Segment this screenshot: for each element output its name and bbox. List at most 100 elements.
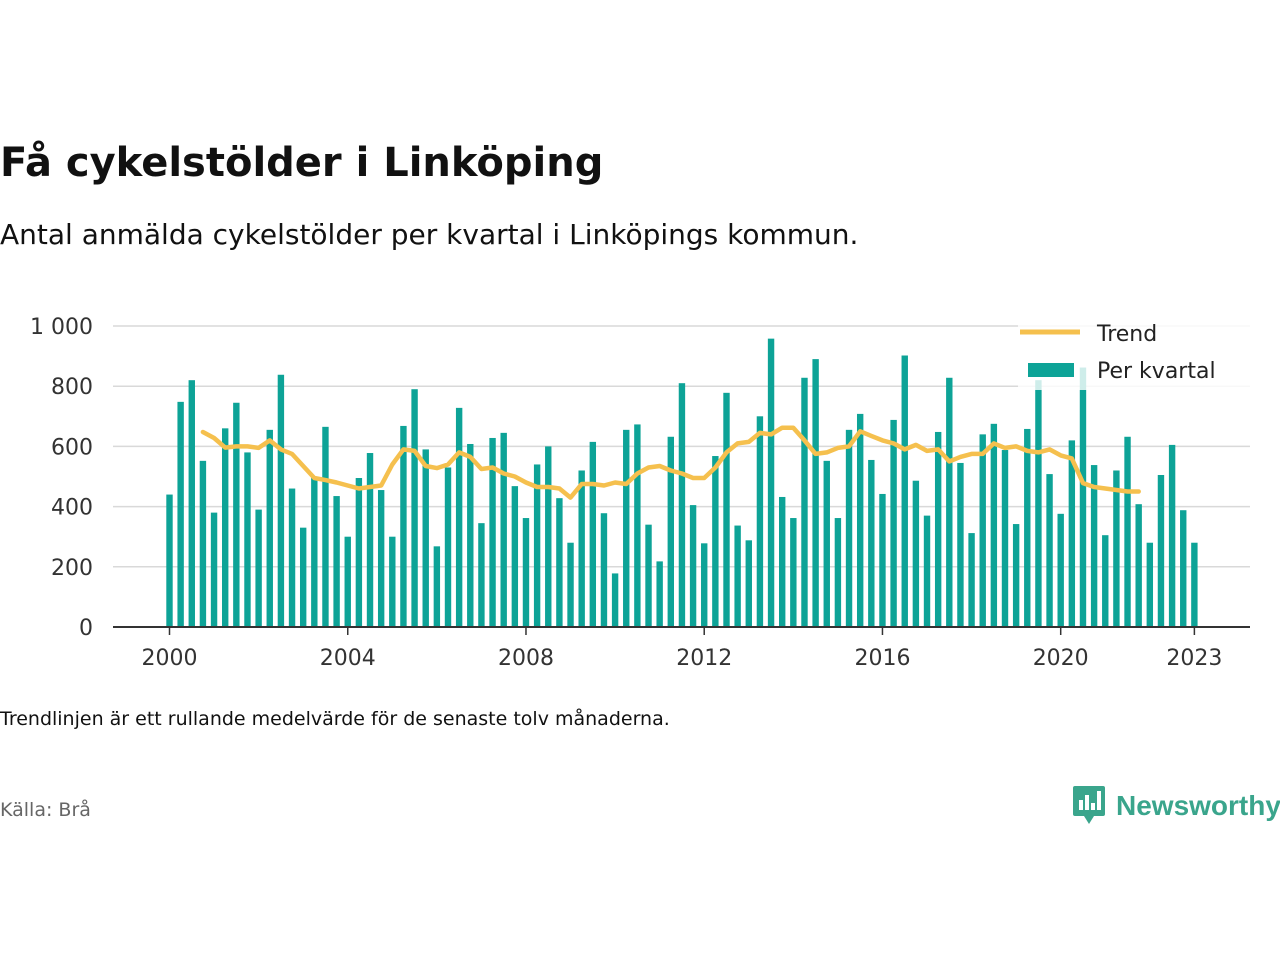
bar[interactable] [1001,450,1009,627]
bar[interactable] [946,377,953,627]
bar[interactable] [433,546,441,627]
bar[interactable] [845,429,853,627]
bar[interactable] [856,413,864,627]
bar[interactable] [823,460,830,627]
bar[interactable] [979,434,986,627]
bar[interactable] [1113,470,1120,627]
bar[interactable] [1035,380,1042,627]
bar[interactable] [511,486,519,627]
bar[interactable] [634,424,641,627]
bar[interactable] [1168,444,1176,627]
bar[interactable] [444,467,452,627]
bar[interactable] [879,493,886,627]
bar[interactable] [422,449,429,627]
bar[interactable] [712,456,719,627]
bar[interactable] [901,355,908,627]
y-tick-label: 800 [51,375,93,400]
bar[interactable] [299,527,307,627]
bar[interactable] [957,462,964,627]
bar[interactable] [222,428,229,627]
bar[interactable] [377,490,385,627]
bar[interactable] [522,518,530,627]
bar[interactable] [645,524,652,627]
bar[interactable] [868,459,875,627]
bar[interactable] [779,496,786,627]
bar[interactable] [600,513,608,627]
legend[interactable]: Trend Per kvartal [1018,318,1250,390]
bar[interactable] [389,536,396,627]
bar[interactable] [834,518,842,627]
bar[interactable] [311,476,318,628]
bar[interactable] [244,452,251,627]
bar[interactable] [500,432,507,627]
bar[interactable] [934,431,942,627]
bar[interactable] [745,540,752,627]
trend-line[interactable] [200,425,1141,500]
bar[interactable] [912,480,920,627]
bar[interactable] [166,494,173,627]
bar[interactable] [1146,542,1154,627]
bar[interactable] [233,402,240,627]
bar[interactable] [277,374,285,627]
bar[interactable] [990,423,998,627]
bar[interactable] [701,543,708,627]
bar[interactable] [533,464,541,627]
bar[interactable] [255,509,262,627]
bar[interactable] [756,416,764,627]
bar[interactable] [723,392,730,627]
legend-trend-label: Trend [1096,322,1157,347]
bar[interactable] [210,512,218,627]
bar[interactable] [1191,542,1198,627]
bar[interactable] [1135,504,1142,627]
bar[interactable] [790,518,797,627]
bar[interactable] [578,470,585,627]
bar[interactable] [689,505,697,627]
bar[interactable] [344,536,351,627]
bar[interactable] [968,533,975,627]
bar[interactable] [667,436,674,627]
bar[interactable] [1046,474,1053,627]
bar[interactable] [656,561,663,627]
bar[interactable] [199,460,207,627]
bar[interactable] [177,401,184,627]
bar[interactable] [411,389,418,627]
bar[interactable] [455,407,463,627]
bar[interactable] [478,523,485,627]
bar[interactable] [467,443,474,627]
bar[interactable] [355,478,363,627]
bar[interactable] [366,453,374,627]
x-tick-label: 2008 [498,646,554,671]
bar[interactable] [400,425,407,627]
bar[interactable] [545,446,552,627]
bar[interactable] [266,429,273,627]
bar[interactable] [188,380,195,627]
bar[interactable] [333,496,340,627]
bar[interactable] [1079,367,1087,627]
bar[interactable] [567,542,574,627]
bar[interactable] [623,429,630,627]
bar[interactable] [890,419,897,627]
bar[interactable] [801,377,808,627]
bar[interactable] [489,437,496,627]
bar[interactable] [734,525,741,627]
bar[interactable] [812,359,819,627]
bar[interactable] [1057,513,1064,627]
bar[interactable] [1024,428,1031,627]
bar[interactable] [767,338,775,627]
bar[interactable] [1012,524,1020,627]
bar[interactable] [1124,436,1131,627]
chart-subtitle: Antal anmälda cykelstölder per kvartal i… [0,218,859,251]
bar[interactable] [1068,440,1076,627]
bar[interactable] [1157,474,1165,627]
bar[interactable] [678,383,686,627]
bar[interactable] [1102,535,1109,627]
bar[interactable] [556,498,563,627]
bar[interactable] [611,573,619,627]
bar[interactable] [923,515,931,627]
bar[interactable] [1090,465,1098,627]
bar[interactable] [1180,510,1187,627]
bar[interactable] [288,488,296,627]
brand-logo[interactable]: Newsworthy [1072,784,1280,828]
bar[interactable] [322,426,329,627]
bar[interactable] [589,441,597,627]
